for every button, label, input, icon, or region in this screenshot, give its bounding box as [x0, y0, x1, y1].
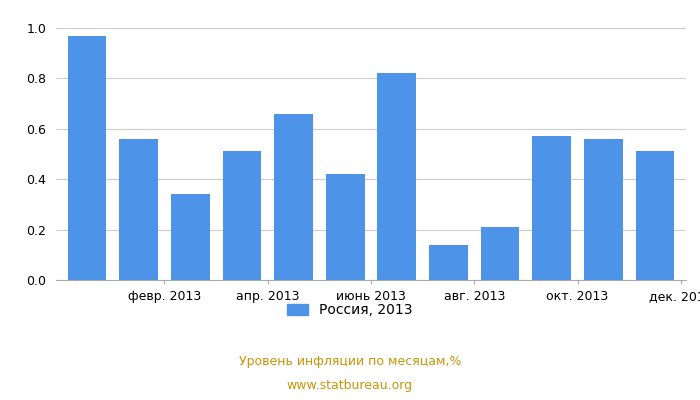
- Bar: [377, 73, 416, 280]
- Bar: [584, 139, 623, 280]
- Bar: [326, 174, 365, 280]
- Bar: [636, 152, 674, 280]
- Bar: [533, 136, 571, 280]
- Text: www.statbureau.org: www.statbureau.org: [287, 380, 413, 392]
- Bar: [119, 139, 158, 280]
- Text: Уровень инфляции по месяцам,%: Уровень инфляции по месяцам,%: [239, 356, 461, 368]
- Bar: [223, 152, 261, 280]
- Bar: [68, 36, 106, 280]
- Bar: [274, 114, 313, 280]
- Bar: [429, 245, 468, 280]
- Bar: [171, 194, 209, 280]
- Bar: [481, 227, 519, 280]
- Legend: Россия, 2013: Россия, 2013: [281, 298, 419, 323]
